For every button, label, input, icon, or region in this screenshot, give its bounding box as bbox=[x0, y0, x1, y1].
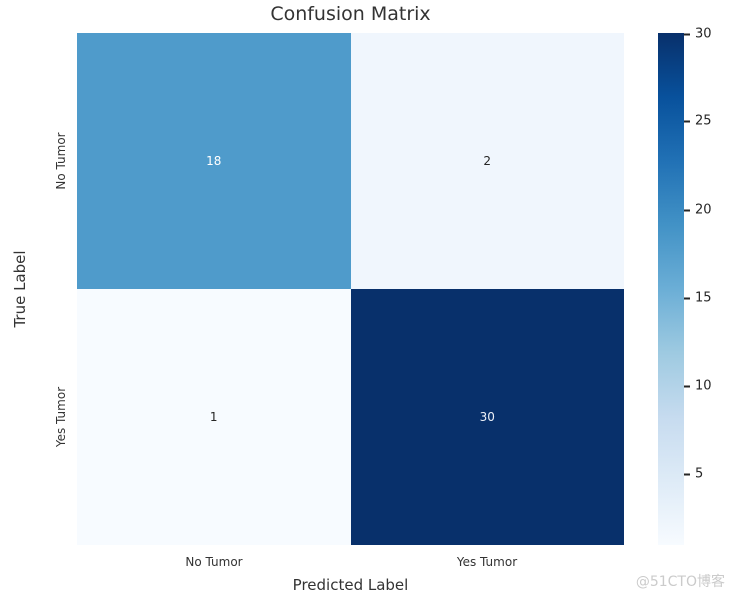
chart-title: Confusion Matrix bbox=[270, 3, 431, 25]
tick-mark bbox=[684, 120, 690, 122]
y-axis-label: True Label bbox=[11, 250, 29, 328]
tick-mark bbox=[684, 473, 690, 475]
colorbar-tick-5: 5 bbox=[684, 467, 703, 482]
tick-mark bbox=[684, 297, 690, 299]
colorbar-tick-10: 10 bbox=[684, 379, 712, 394]
colorbar-gradient bbox=[658, 33, 684, 545]
colorbar-tick-25: 25 bbox=[684, 114, 712, 129]
colorbar-tick-label: 10 bbox=[695, 378, 712, 394]
heatmap-cell-r0c1: 2 bbox=[350, 33, 624, 289]
heatmap-cell-r1c1: 30 bbox=[350, 289, 624, 545]
heatmap-cell-r0c0: 18 bbox=[77, 33, 351, 289]
colorbar-tick-label: 25 bbox=[695, 113, 712, 129]
colorbar-tick-label: 20 bbox=[695, 202, 712, 218]
x-axis-label: Predicted Label bbox=[292, 576, 409, 594]
tick-mark bbox=[684, 33, 690, 35]
confusion-matrix-heatmap: 18 2 1 30 bbox=[77, 33, 624, 545]
y-tick-no-tumor: No Tumor bbox=[54, 132, 68, 190]
heatmap-cell-r1c0: 1 bbox=[77, 289, 351, 545]
colorbar-tick-15: 15 bbox=[684, 291, 712, 306]
watermark-51cto: @51CTO博客 bbox=[635, 574, 725, 590]
x-tick-yes-tumor: Yes Tumor bbox=[456, 555, 518, 569]
colorbar-tick-label: 15 bbox=[695, 290, 712, 306]
colorbar-tick-label: 5 bbox=[695, 466, 704, 482]
tick-mark bbox=[684, 209, 690, 211]
y-tick-yes-tumor: Yes Tumor bbox=[54, 386, 68, 448]
tick-mark bbox=[684, 385, 690, 387]
colorbar-tick-label: 30 bbox=[695, 26, 712, 42]
colorbar-tick-20: 20 bbox=[684, 203, 712, 218]
x-tick-no-tumor: No Tumor bbox=[185, 555, 243, 569]
colorbar-tick-30: 30 bbox=[684, 27, 712, 42]
